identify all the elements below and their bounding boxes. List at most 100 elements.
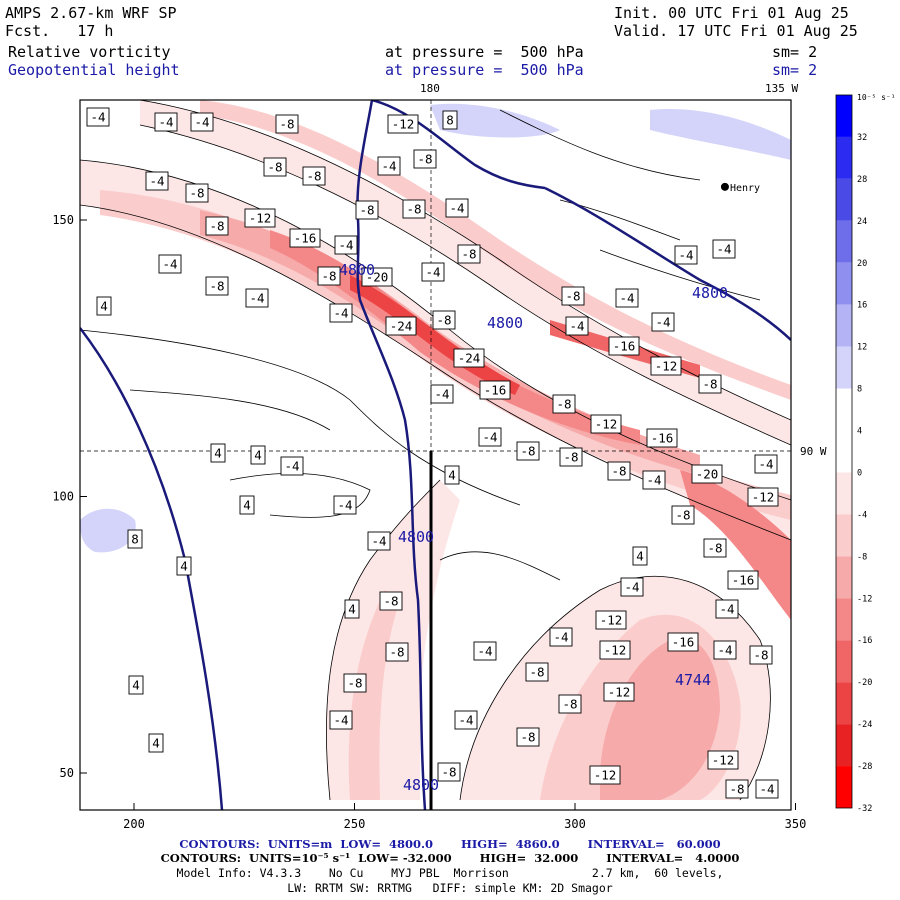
svg-text:-4: -4 xyxy=(553,630,568,645)
svg-text:-4: -4 xyxy=(759,782,774,797)
vorticity-contour-label: -4 xyxy=(329,710,353,730)
colorbar-label: 24 xyxy=(857,217,867,227)
height-contour-label: 4800 xyxy=(403,776,439,794)
colorbar-label: -12 xyxy=(857,594,872,604)
svg-text:-4: -4 xyxy=(758,457,773,472)
svg-text:-4: -4 xyxy=(619,291,634,306)
vorticity-contour-label: -4 xyxy=(454,710,478,730)
vorticity-contour-label: -8 xyxy=(525,662,549,682)
svg-text:4: 4 xyxy=(152,736,160,751)
vorticity-contour-label: -8 xyxy=(302,166,326,186)
vorticity-contour-label: -8 xyxy=(457,244,481,264)
colorbar-swatch xyxy=(836,95,852,137)
vorticity-contour-label: -8 xyxy=(385,642,409,662)
svg-text:-8: -8 xyxy=(520,444,535,459)
svg-text:-4: -4 xyxy=(284,459,299,474)
vorticity-contour-label: -8 xyxy=(205,216,229,236)
forecast-hour: Fcst. 17 h xyxy=(5,22,114,40)
valid-time: Valid. 17 UTC Fri 01 Aug 25 xyxy=(614,22,858,40)
colorbar-swatch xyxy=(836,766,852,808)
svg-text:-4: -4 xyxy=(333,306,348,321)
field1-level: at pressure = 500 hPa xyxy=(385,43,584,61)
vorticity-contour-label: -4 xyxy=(755,779,779,799)
footer-physics-info: LW: RRTM SW: RRTMG DIFF: simple KM: 2D S… xyxy=(287,881,613,895)
vorticity-contour-label: 4 xyxy=(148,733,164,753)
svg-text:4: 4 xyxy=(254,448,262,463)
svg-text:-4: -4 xyxy=(624,580,639,595)
vorticity-contour-label: -20 xyxy=(361,267,393,287)
vorticity-contour-label: -4 xyxy=(620,577,644,597)
vorticity-contour-label: 8 xyxy=(442,110,458,130)
vorticity-contour-label: -4 xyxy=(158,254,182,274)
vorticity-contour-label: -4 xyxy=(430,384,454,404)
colorbar-label: 20 xyxy=(857,259,867,269)
svg-text:-4: -4 xyxy=(719,602,734,617)
svg-text:-8: -8 xyxy=(556,397,571,412)
vorticity-contour-label: -20 xyxy=(691,464,723,484)
svg-text:-4: -4 xyxy=(90,110,105,125)
vorticity-contour-label: -16 xyxy=(646,428,678,448)
colorbar-swatch xyxy=(836,682,852,725)
svg-text:-4: -4 xyxy=(249,291,264,306)
svg-text:-4: -4 xyxy=(149,174,164,189)
svg-text:-4: -4 xyxy=(338,238,353,253)
y-tick-label: 150 xyxy=(52,213,74,227)
colorbar-label: -24 xyxy=(857,720,872,730)
colorbar-swatch xyxy=(836,346,852,389)
footer-height-contours: CONTOURS: UNITS=m LOW= 4800.0 HIGH= 4860… xyxy=(179,837,721,851)
station-marker: Henry xyxy=(720,182,760,194)
vorticity-contour-label: -4 xyxy=(549,627,573,647)
x-tick-label: 200 xyxy=(123,817,145,831)
vorticity-contour-label: -8 xyxy=(437,762,461,782)
vorticity-contour-label: -8 xyxy=(402,199,426,219)
vorticity-contour-label: -12 xyxy=(747,487,779,507)
footer-vorticity-contours: CONTOURS: UNITS=10⁻⁵ s⁻¹ LOW= -32.000 HI… xyxy=(160,851,740,865)
vorticity-contour-label: -4 xyxy=(712,239,736,259)
lon-label-135w: 135 W xyxy=(765,82,799,95)
svg-text:-12: -12 xyxy=(712,753,735,768)
height-contour-label: 4800 xyxy=(692,284,728,302)
x-axis: 200250300350400450 xyxy=(123,803,807,831)
field2-level: at pressure = 500 hPa xyxy=(385,61,584,79)
vorticity-contour-label: -4 xyxy=(715,599,739,619)
station-layer: NGOHenryAGZHUGAWC xyxy=(720,182,760,194)
vorticity-contour-label: -12 xyxy=(589,765,621,785)
colorbar-label: -20 xyxy=(857,678,872,688)
model-title: AMPS 2.67-km WRF SP xyxy=(5,4,177,22)
svg-text:-8: -8 xyxy=(359,203,374,218)
vorticity-contour-label: -24 xyxy=(453,348,485,368)
svg-text:-8: -8 xyxy=(321,269,336,284)
vorticity-contour-label: 4 xyxy=(239,495,255,515)
svg-text:-16: -16 xyxy=(484,383,507,398)
vorticity-contour-label: -4 xyxy=(377,156,401,176)
svg-text:-16: -16 xyxy=(672,635,695,650)
svg-text:-8: -8 xyxy=(306,169,321,184)
x-tick-label: 350 xyxy=(785,817,807,831)
vorticity-contour-label: -4 xyxy=(674,245,698,265)
svg-text:-8: -8 xyxy=(529,665,544,680)
colorbar-swatch xyxy=(836,388,852,431)
svg-text:-8: -8 xyxy=(565,289,580,304)
vorticity-contour-label: -12 xyxy=(244,208,276,228)
colorbar-label: 12 xyxy=(857,343,867,353)
vorticity-contour-label: 4 xyxy=(96,296,112,316)
svg-text:4: 4 xyxy=(100,299,108,314)
height-contour-label: 4744 xyxy=(675,671,711,689)
colorbar-swatch xyxy=(836,430,852,473)
vorticity-contour-label: 4 xyxy=(444,465,460,485)
svg-text:-8: -8 xyxy=(209,279,224,294)
field2-name: Geopotential height xyxy=(8,61,180,79)
svg-text:4: 4 xyxy=(636,549,644,564)
vorticity-contour-label: -12 xyxy=(599,640,631,660)
svg-text:-8: -8 xyxy=(383,594,398,609)
svg-text:-12: -12 xyxy=(249,211,272,226)
svg-text:-12: -12 xyxy=(594,768,617,783)
svg-text:-16: -16 xyxy=(732,573,755,588)
svg-text:-8: -8 xyxy=(520,730,535,745)
svg-text:-8: -8 xyxy=(417,152,432,167)
svg-text:-8: -8 xyxy=(267,160,282,175)
vorticity-contour-label: -4 xyxy=(478,427,502,447)
svg-text:-24: -24 xyxy=(458,351,481,366)
height-contour-label: 4800 xyxy=(487,314,523,332)
svg-text:-4: -4 xyxy=(458,713,473,728)
